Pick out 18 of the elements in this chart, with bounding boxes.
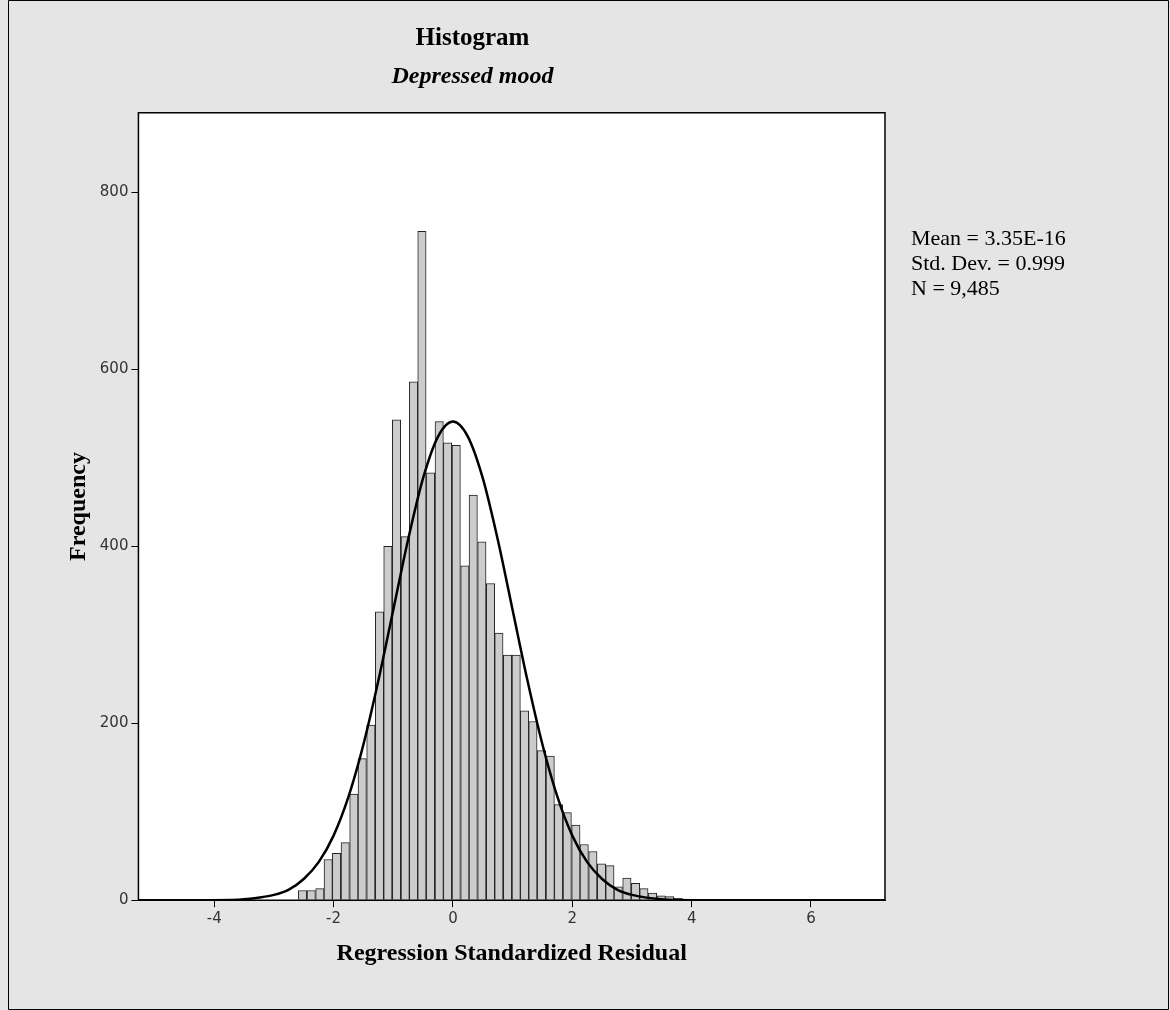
y-tick-label: 200 xyxy=(99,713,129,732)
x-axis-title: Regression Standardized Residual xyxy=(336,938,688,965)
x-tick-label: 6 xyxy=(806,909,816,928)
x-tick-label: 4 xyxy=(686,909,697,928)
y-tick-label: 0 xyxy=(118,890,129,909)
y-tick-label: 800 xyxy=(99,182,129,201)
text: Mean = 3.35E-16 xyxy=(911,224,1066,250)
x-tick-label: -4 xyxy=(206,909,222,928)
text: N = 9,485 xyxy=(911,274,1000,300)
y-axis-title: Frequency xyxy=(63,452,90,561)
text: Std. Dev. = 0.999 xyxy=(911,249,1065,275)
y-tick-label: 400 xyxy=(99,536,129,555)
x-tick-label: 0 xyxy=(448,909,458,928)
x-tick-label: 2 xyxy=(567,909,578,928)
y-tick-label: 600 xyxy=(99,359,129,378)
chart-subtitle: Depressed mood xyxy=(390,61,555,88)
chart-title: Histogram xyxy=(415,23,530,51)
x-tick-label: -2 xyxy=(326,909,342,928)
